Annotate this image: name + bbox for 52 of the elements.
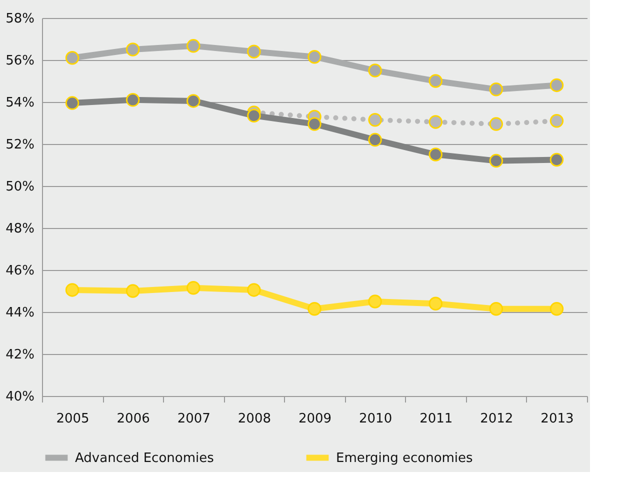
- point: [550, 152, 564, 167]
- point: [489, 117, 504, 131]
- point: [126, 42, 140, 56]
- x-tick-label: 2013: [540, 412, 574, 426]
- point: [126, 284, 140, 298]
- point: [368, 112, 382, 127]
- point: [186, 94, 200, 108]
- point: [489, 302, 504, 316]
- point: [489, 154, 504, 168]
- y-tick-label: 58%: [6, 12, 34, 26]
- y-tick-label: 52%: [6, 138, 34, 152]
- point: [65, 51, 80, 65]
- y-tick-label: 50%: [6, 180, 34, 194]
- point: [308, 302, 322, 316]
- point: [550, 78, 564, 92]
- y-tick-label: 44%: [6, 306, 34, 320]
- point: [550, 302, 564, 316]
- y-tick-label: 46%: [6, 264, 34, 278]
- x-tick-label: 2008: [238, 412, 271, 426]
- x-tick-label: 2012: [480, 412, 514, 426]
- point: [428, 148, 442, 162]
- point: [126, 93, 140, 107]
- y-tick-label: 42%: [6, 348, 34, 362]
- legend-label: Advanced Economies: [75, 450, 214, 466]
- point: [428, 74, 442, 88]
- y-tick-label: 40%: [6, 390, 34, 404]
- x-tick-label: 2006: [116, 412, 150, 426]
- point: [308, 50, 322, 64]
- point: [247, 283, 261, 297]
- point: [428, 296, 442, 310]
- y-tick-label: 54%: [6, 96, 34, 110]
- x-tick-label: 2010: [359, 412, 392, 426]
- point: [65, 96, 80, 110]
- point: [368, 294, 382, 308]
- point: [428, 115, 442, 129]
- point: [247, 44, 261, 58]
- point: [247, 108, 261, 123]
- x-tick-label: 2009: [298, 412, 332, 426]
- x-tick-label: 2007: [177, 412, 210, 426]
- point: [489, 82, 504, 96]
- x-tick-label: 2005: [56, 412, 90, 426]
- legend-label: Emerging economies: [336, 450, 474, 466]
- point: [186, 280, 200, 295]
- point: [368, 132, 382, 147]
- y-tick-label: 48%: [6, 222, 34, 236]
- point: [308, 117, 322, 131]
- x-tick-label: 2011: [420, 412, 453, 426]
- point: [186, 39, 200, 53]
- y-tick-label: 56%: [6, 54, 34, 68]
- point: [65, 283, 80, 297]
- point: [550, 114, 564, 128]
- point: [368, 64, 382, 78]
